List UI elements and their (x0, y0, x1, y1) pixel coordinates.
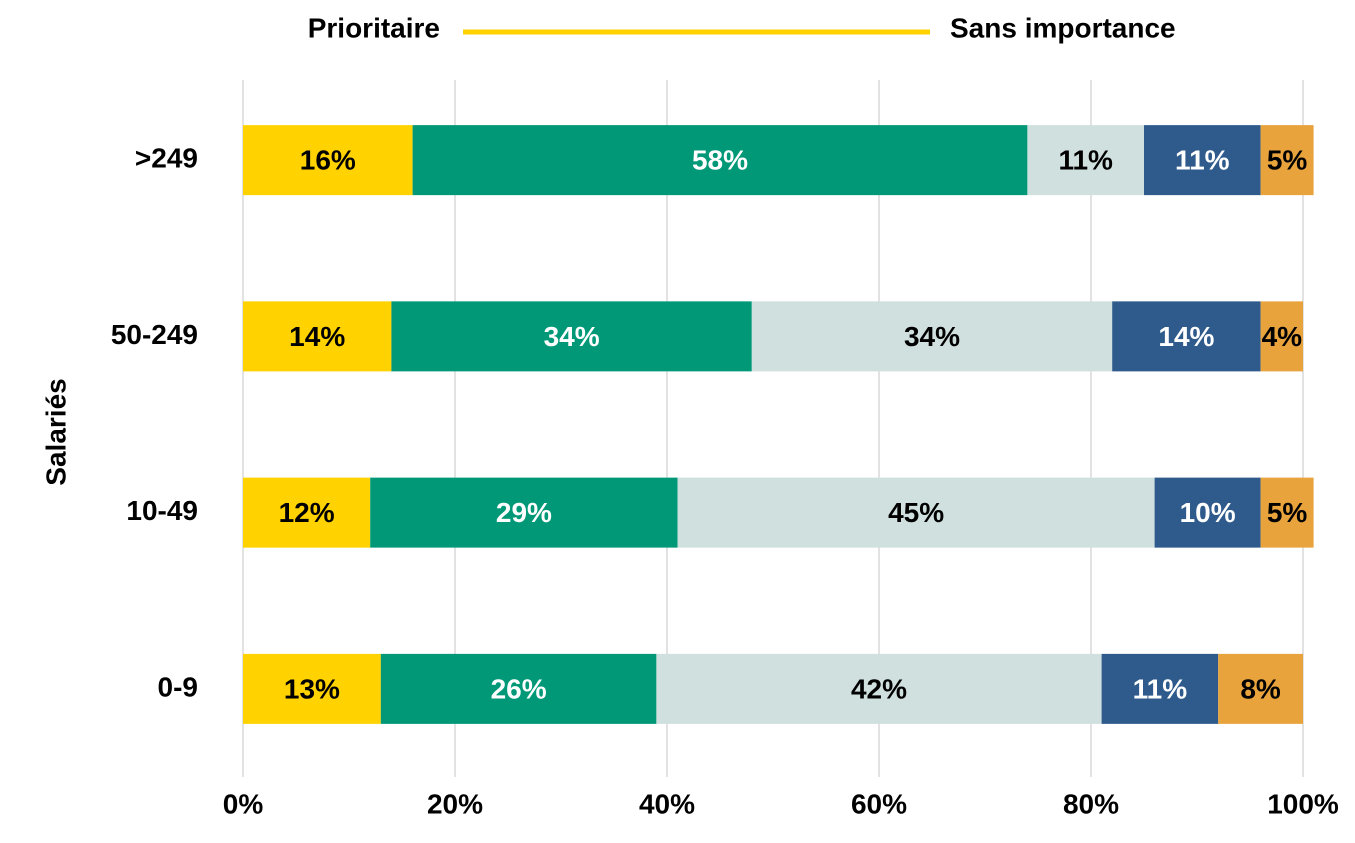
bar-segment (380, 653, 657, 724)
data-label: 11% (1133, 673, 1188, 704)
x-tick-label: 60% (851, 788, 907, 819)
data-label: 4% (1262, 321, 1303, 352)
bar-segment (1260, 477, 1314, 548)
y-axis-label: Salariés (40, 378, 71, 485)
bar-segment (1027, 125, 1144, 196)
data-label: 11% (1175, 145, 1230, 176)
x-tick-label: 80% (1063, 788, 1119, 819)
bar-segment (1260, 301, 1303, 372)
data-label: 5% (1267, 145, 1308, 176)
bar-segment (243, 301, 392, 372)
data-label: 58% (692, 145, 748, 176)
bar-segment (391, 301, 752, 372)
data-label: 26% (491, 673, 547, 704)
y-tick-label: 0-9 (158, 671, 198, 702)
bar-segment (1218, 653, 1303, 724)
bar-segment (656, 653, 1102, 724)
x-tick-label: 40% (639, 788, 695, 819)
bar-segment (412, 125, 1028, 196)
data-label: 16% (300, 145, 356, 176)
data-label: 34% (904, 321, 960, 352)
bar-segment (1154, 477, 1261, 548)
legend-end: Sans importance (950, 12, 1176, 43)
bar-segment (243, 477, 371, 548)
data-label: 42% (851, 673, 907, 704)
bar-segment (243, 653, 381, 724)
data-label: 8% (1240, 673, 1281, 704)
data-label: 12% (279, 497, 335, 528)
data-label: 14% (1158, 321, 1214, 352)
data-label: 11% (1058, 145, 1113, 176)
x-tick-label: 100% (1267, 788, 1339, 819)
data-label: 10% (1180, 497, 1236, 528)
bar-segment (370, 477, 678, 548)
bar-segment (1144, 125, 1261, 196)
data-label: 45% (888, 497, 944, 528)
bar-segment (751, 301, 1113, 372)
y-tick-label: >249 (135, 143, 198, 174)
data-label: 29% (496, 497, 552, 528)
data-label: 34% (544, 321, 600, 352)
data-label: 13% (284, 673, 340, 704)
data-label: 14% (289, 321, 345, 352)
y-tick-label: 50-249 (111, 319, 198, 350)
bar-segment (1112, 301, 1261, 372)
x-tick-label: 20% (427, 788, 483, 819)
bar-segment (1260, 125, 1314, 196)
bar-segment (243, 125, 413, 196)
y-tick-label: 10-49 (126, 495, 198, 526)
x-tick-label: 0% (223, 788, 264, 819)
legend-start: Prioritaire (308, 12, 440, 43)
bar-segment (1101, 653, 1219, 724)
bar-segment (677, 477, 1155, 548)
data-label: 5% (1267, 497, 1308, 528)
